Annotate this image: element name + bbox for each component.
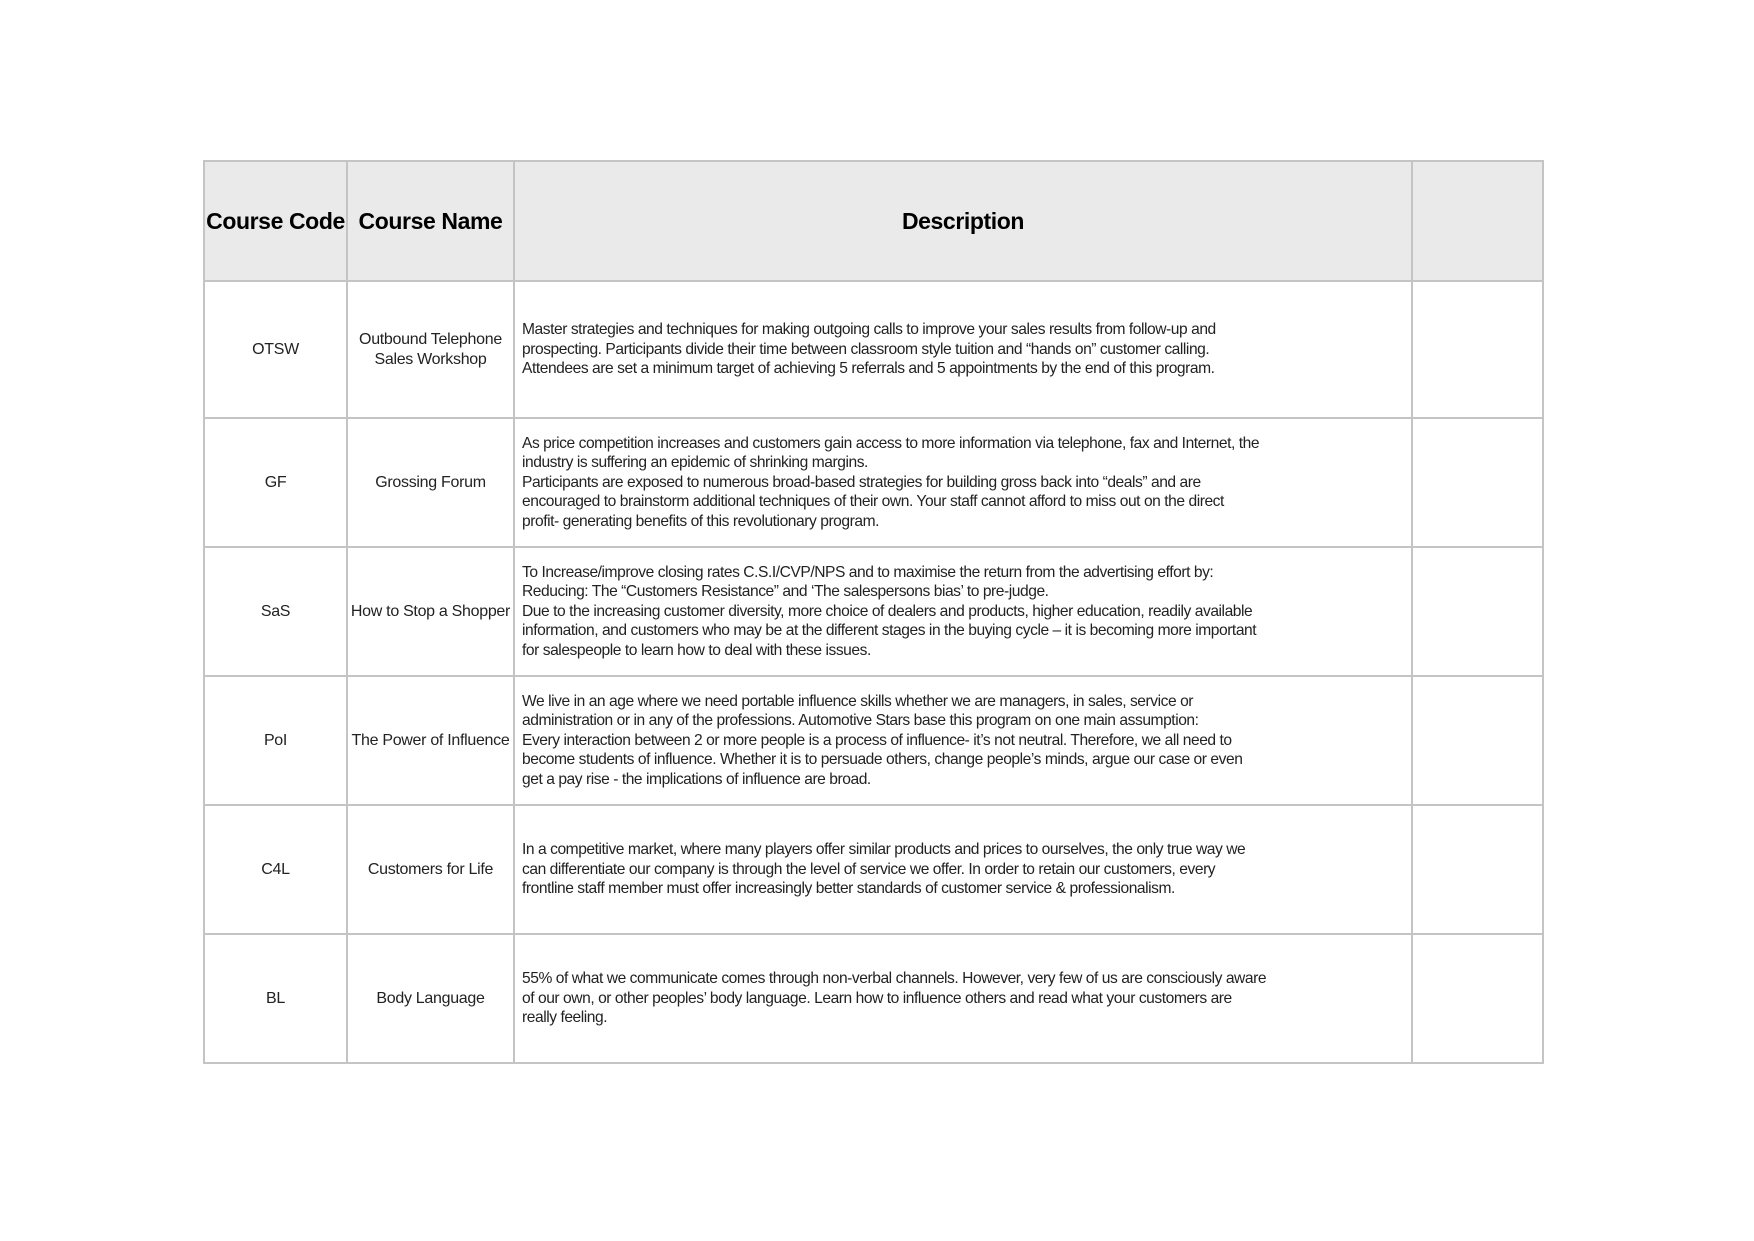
empty-cell (1411, 933, 1544, 1064)
description-line: get a pay rise - the implications of inf… (522, 770, 871, 788)
description-line: really feeling. (522, 1009, 608, 1027)
description-line: of our own, or other peoples’ body langu… (522, 989, 1232, 1007)
empty-cell (1411, 280, 1544, 419)
table-row: GF Grossing Forum As price competition inc… (203, 417, 1544, 548)
courses-table: Course Code Course Name Description OTSW… (203, 160, 1544, 1064)
empty-cell (1411, 546, 1544, 677)
description-line: encouraged to brainstorm additional tech… (522, 493, 1224, 511)
header-row: Course Code Course Name Description (203, 160, 1544, 282)
description-line: Attendees are set a minimum target of ac… (522, 360, 1215, 378)
header-description: Description (513, 160, 1413, 282)
description-line: prospecting. Participants divide their t… (522, 340, 1210, 358)
description-cell: To Increase/improve closing rates C.S.I/… (513, 546, 1413, 677)
description-cell: Master strategies and techniques for mak… (513, 280, 1413, 419)
course-code-cell: OTSW (203, 280, 348, 419)
course-name-cell: The Power of Influence (346, 675, 515, 806)
description-line: information, and customers who may be at… (522, 622, 1257, 640)
course-name-line: Outbound Telephone (359, 330, 502, 348)
course-name-cell: Customers for Life (346, 804, 515, 935)
description-line: We live in an age where we need portable… (522, 692, 1194, 710)
description-line: industry is suffering an epidemic of shr… (522, 454, 868, 472)
description-line: Master strategies and techniques for mak… (522, 321, 1216, 339)
course-name-line: Body Language (376, 989, 485, 1007)
description-cell: 55% of what we communicate comes through… (513, 933, 1413, 1064)
course-name-cell: How to Stop a Shopper (346, 546, 515, 677)
course-name-cell: Outbound Telephone Sales Workshop (346, 280, 515, 419)
description-cell: We live in an age where we need portable… (513, 675, 1413, 806)
description-line: for salespeople to learn how to deal wit… (522, 641, 871, 659)
description-line: frontline staff member must offer increa… (522, 880, 1175, 898)
empty-cell (1411, 675, 1544, 806)
description-cell: As price competition increases and custo… (513, 417, 1413, 548)
description-line: 55% of what we communicate comes through… (522, 970, 1267, 988)
empty-cell (1411, 804, 1544, 935)
description-line: profit- generating benefits of this revo… (522, 512, 880, 530)
empty-cell (1411, 417, 1544, 548)
course-code-cell: BL (203, 933, 348, 1064)
description-line: Due to the increasing customer diversity… (522, 602, 1253, 620)
description-line: can differentiate our company is through… (522, 860, 1216, 878)
course-code-cell: PoI (203, 675, 348, 806)
description-line: Reducing: The “Customers Resistance” and… (522, 583, 1049, 601)
description-line: Participants are exposed to numerous bro… (522, 473, 1201, 491)
course-name-line: The Power of Influence (351, 731, 510, 749)
course-name-line: Customers for Life (367, 860, 494, 878)
course-name-line: Sales Workshop (374, 350, 487, 368)
course-code-cell: SaS (203, 546, 348, 677)
description-line: administration or in any of the professi… (522, 712, 1199, 730)
course-name-line: How to Stop a Shopper (350, 602, 511, 620)
header-course-name: Course Name (346, 160, 515, 282)
description-cell: In a competitive market, where many play… (513, 804, 1413, 935)
header-course-code: Course Code (203, 160, 348, 282)
course-code-cell: C4L (203, 804, 348, 935)
course-code-cell: GF (203, 417, 348, 548)
description-line: become students of influence. Whether it… (522, 751, 1243, 769)
table-row: SaS How to Stop a Shopper To Increase/impr… (203, 546, 1544, 677)
description-line: In a competitive market, where many play… (522, 841, 1246, 859)
header-empty (1411, 160, 1544, 282)
table-row: PoI The Power of Influence We live in an a… (203, 675, 1544, 806)
table-row: C4L Customers for Life In a competitive ma… (203, 804, 1544, 935)
table-row: OTSW Outbound Telephone Sales Workshop Mast… (203, 280, 1544, 419)
course-name-cell: Body Language (346, 933, 515, 1064)
description-line: Every interaction between 2 or more peop… (522, 731, 1232, 749)
table-row: BL Body Language 55% of what we communicat… (203, 933, 1544, 1064)
course-name-line: Grossing Forum (375, 473, 486, 491)
course-name-cell: Grossing Forum (346, 417, 515, 548)
description-line: As price competition increases and custo… (522, 434, 1260, 452)
description-line: To Increase/improve closing rates C.S.I/… (522, 563, 1214, 581)
